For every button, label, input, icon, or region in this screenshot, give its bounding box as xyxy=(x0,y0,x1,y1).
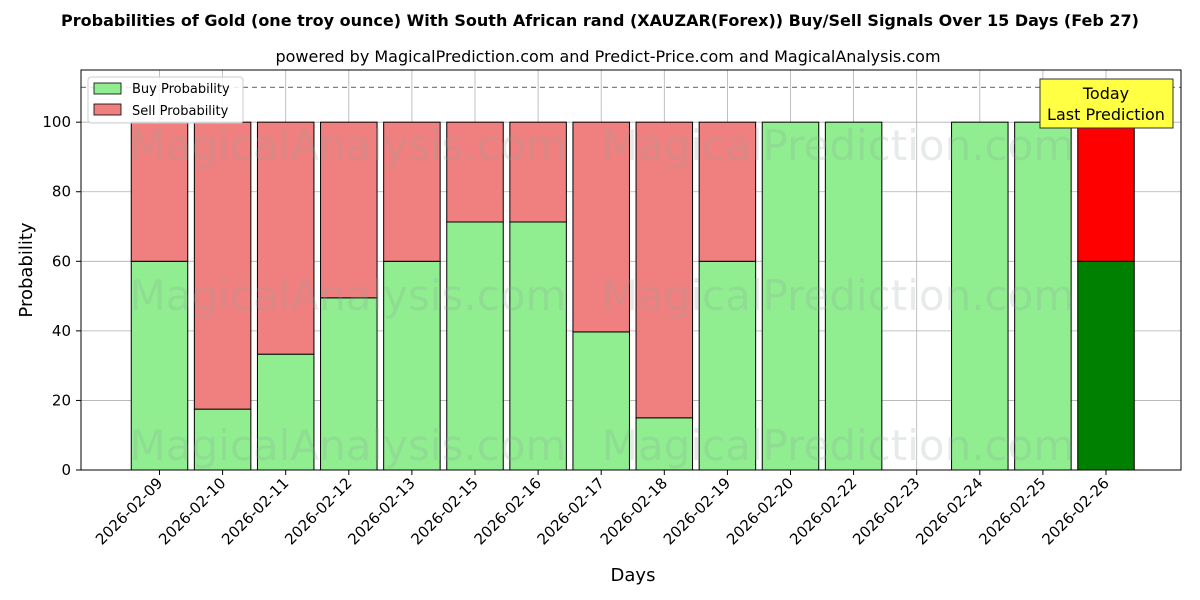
watermark-analysis: MagicalAnalysis.com xyxy=(130,271,567,320)
plot-frame xyxy=(80,69,1182,471)
watermark-prediction: MagicalPrediction.com xyxy=(602,421,1075,470)
y-tick-label: 20 xyxy=(52,391,71,409)
bar-sell-2026-02-15 xyxy=(446,121,504,223)
x-tick-label: 2026-02-26 xyxy=(1038,474,1112,548)
bar-buy-2026-02-22 xyxy=(824,121,883,471)
x-tick-label: 2026-02-25 xyxy=(975,474,1049,548)
x-tick-label: 2026-02-23 xyxy=(849,474,923,548)
bar-sell-2026-02-17 xyxy=(572,121,630,333)
watermarks: MagicalAnalysis.com MagicalPrediction.com… xyxy=(130,121,1075,470)
y-axis-ticks: 0 20 40 60 80 100 xyxy=(42,113,81,479)
bar-buy-2026-02-19 xyxy=(698,260,757,471)
bar-buy-2026-02-17 xyxy=(572,331,630,471)
x-axis-label: Days xyxy=(611,565,656,586)
legend: Buy Probability Sell Probability xyxy=(87,76,244,124)
legend-box xyxy=(87,76,244,124)
annotation-box xyxy=(1039,78,1174,129)
bar-buy-2026-02-15 xyxy=(446,221,504,471)
x-tick-label: 2026-02-17 xyxy=(534,474,608,548)
bar-buy-2026-02-25 xyxy=(1014,121,1072,471)
x-tick-label: 2026-02-18 xyxy=(597,474,671,548)
bar-buy-2026-02-20 xyxy=(761,121,820,471)
chart-subtitle: powered by MagicalPrediction.com and Pre… xyxy=(275,47,940,66)
x-tick-label: 2026-02-20 xyxy=(723,474,797,548)
bar-sell-2026-02-11 xyxy=(256,121,315,355)
chart-title: Probabilities of Gold (one troy ounce) W… xyxy=(61,11,1139,30)
x-tick-label: 2026-02-10 xyxy=(155,474,229,548)
bar-buy-2026-02-11 xyxy=(256,353,315,471)
x-tick-label: 2026-02-12 xyxy=(281,474,355,548)
legend-swatch-sell xyxy=(93,103,122,116)
x-tick-label: 2026-02-22 xyxy=(786,474,860,548)
bar-sell-2026-02-26 xyxy=(1077,121,1135,262)
watermark-analysis: MagicalAnalysis.com xyxy=(130,121,567,170)
y-axis-label: Probability xyxy=(16,222,37,317)
x-tick-label: 2026-02-13 xyxy=(344,474,418,548)
legend-label-buy: Buy Probability xyxy=(132,82,230,97)
bar-sell-2026-02-18 xyxy=(635,121,694,419)
y-tick-label: 40 xyxy=(52,322,71,340)
y-tick-label: 80 xyxy=(52,183,71,201)
x-axis-ticks: 2026-02-092026-02-102026-02-112026-02-12… xyxy=(92,470,1113,548)
bar-sell-2026-02-13 xyxy=(383,121,441,262)
bar-buy-2026-02-13 xyxy=(383,260,441,471)
bar-buy-2026-02-26 xyxy=(1077,260,1135,471)
watermark-prediction: MagicalPrediction.com xyxy=(602,121,1075,170)
watermark-analysis: MagicalAnalysis.com xyxy=(130,421,567,470)
bar-buy-2026-02-24 xyxy=(951,121,1009,471)
bars xyxy=(130,121,1135,471)
watermark-prediction: MagicalPrediction.com xyxy=(602,271,1075,320)
today-annotation: Today Last Prediction xyxy=(1039,78,1174,129)
annotation-line-1: Today xyxy=(1082,84,1129,103)
bar-sell-2026-02-10 xyxy=(193,121,252,410)
legend-label-sell: Sell Probability xyxy=(132,104,229,119)
annotation-line-2: Last Prediction xyxy=(1047,105,1165,124)
x-tick-label: 2026-02-09 xyxy=(92,474,166,548)
bar-sell-2026-02-16 xyxy=(509,121,567,223)
legend-swatch-buy xyxy=(93,82,122,95)
y-tick-label: 60 xyxy=(52,252,71,270)
y-tick-label: 100 xyxy=(42,113,71,131)
y-tick-label: 0 xyxy=(61,461,71,479)
x-tick-label: 2026-02-16 xyxy=(471,474,545,548)
x-tick-label: 2026-02-11 xyxy=(218,474,292,548)
x-tick-label: 2026-02-15 xyxy=(407,474,481,548)
bar-sell-2026-02-19 xyxy=(698,121,757,262)
bar-sell-2026-02-12 xyxy=(320,121,378,299)
bar-sell-2026-02-09 xyxy=(130,121,189,262)
bar-buy-2026-02-16 xyxy=(509,221,567,471)
x-tick-label: 2026-02-24 xyxy=(912,474,986,548)
bar-buy-2026-02-12 xyxy=(320,297,378,471)
x-tick-label: 2026-02-19 xyxy=(660,474,734,548)
